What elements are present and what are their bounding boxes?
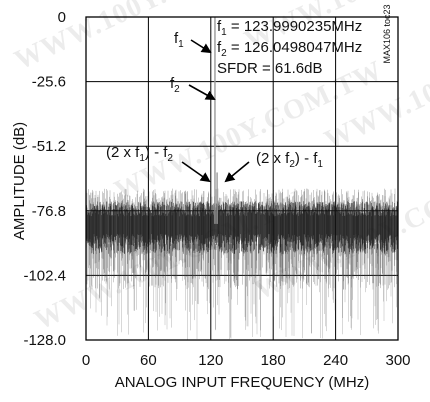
f2-readout-post: = 126.0498047MHz	[227, 39, 363, 56]
figure-code: MAX106 toc23	[382, 4, 392, 63]
f2-arrow	[188, 84, 216, 100]
x-tick-label: 120	[198, 352, 223, 369]
plot-frame	[85, 16, 399, 341]
x-tick-label: 60	[140, 352, 157, 369]
imd-right-sub1: 2	[289, 159, 295, 170]
imd-right-label: (2 x f2) - f1	[256, 150, 323, 170]
x-axis-title: ANALOG INPUT FREQUENCY (MHz)	[115, 374, 369, 391]
f1-readout-pre: f	[217, 18, 222, 35]
noise-spikes	[87, 244, 398, 340]
sfdr-readout: SFDR = 61.6dB	[217, 60, 322, 77]
f2-label-sub: 2	[174, 84, 180, 95]
x-tick-label: 240	[323, 352, 348, 369]
imd-left-label: (2 x f1) - f2	[106, 144, 173, 164]
noise-core	[86, 201, 398, 255]
imd-left-pre: (2 x f	[106, 144, 140, 161]
x-tick-labels: 0 60 120 180 240 300	[82, 352, 411, 369]
peak-layer	[214, 17, 218, 224]
imd-left-post: ) - f	[145, 144, 168, 161]
imd-right-arrow	[224, 161, 250, 183]
imd-left-sub2: 2	[167, 153, 173, 164]
f1-frequency-readout: f1 = 123.9990235MHz	[217, 18, 362, 38]
y-tick-label: -25.6	[32, 74, 66, 91]
imd-left-arrow	[181, 161, 211, 183]
x-tick-label: 180	[261, 352, 286, 369]
y-tick-label: 0	[58, 9, 66, 26]
f1-label: f1	[174, 30, 184, 50]
f2-readout-pre: f	[217, 39, 222, 56]
y-tick-label: -128.0	[23, 332, 66, 349]
x-tick-label: 0	[82, 352, 90, 369]
f1-label-sub: 1	[178, 39, 184, 50]
imd-right-pre: (2 x f	[256, 150, 290, 167]
f1-arrow	[190, 39, 212, 54]
noise-floor	[86, 188, 398, 340]
f2-label: f2	[170, 75, 180, 95]
x-tick-label: 300	[385, 352, 410, 369]
imd-right-sub2: 1	[317, 159, 323, 170]
f1-readout-post: = 123.9990235MHz	[227, 18, 363, 35]
f1-readout-sub: 1	[221, 27, 227, 38]
y-tick-label: -76.8	[32, 203, 66, 220]
imd-right-post: ) - f	[295, 150, 318, 167]
f2-frequency-readout: f2 = 126.0498047MHz	[217, 39, 362, 59]
y-tick-labels: 0 -25.6 -51.2 -76.8 -102.4 -128.0	[23, 9, 66, 349]
imd-left-sub1: 1	[139, 153, 145, 164]
f2-label-main: f	[170, 75, 175, 92]
f1-label-main: f	[174, 30, 179, 47]
y-tick-label: -102.4	[23, 267, 66, 284]
f2-readout-sub: 2	[221, 48, 227, 59]
y-tick-label: -51.2	[32, 138, 66, 155]
y-axis-title: AMPLITUDE (dB)	[11, 122, 28, 240]
